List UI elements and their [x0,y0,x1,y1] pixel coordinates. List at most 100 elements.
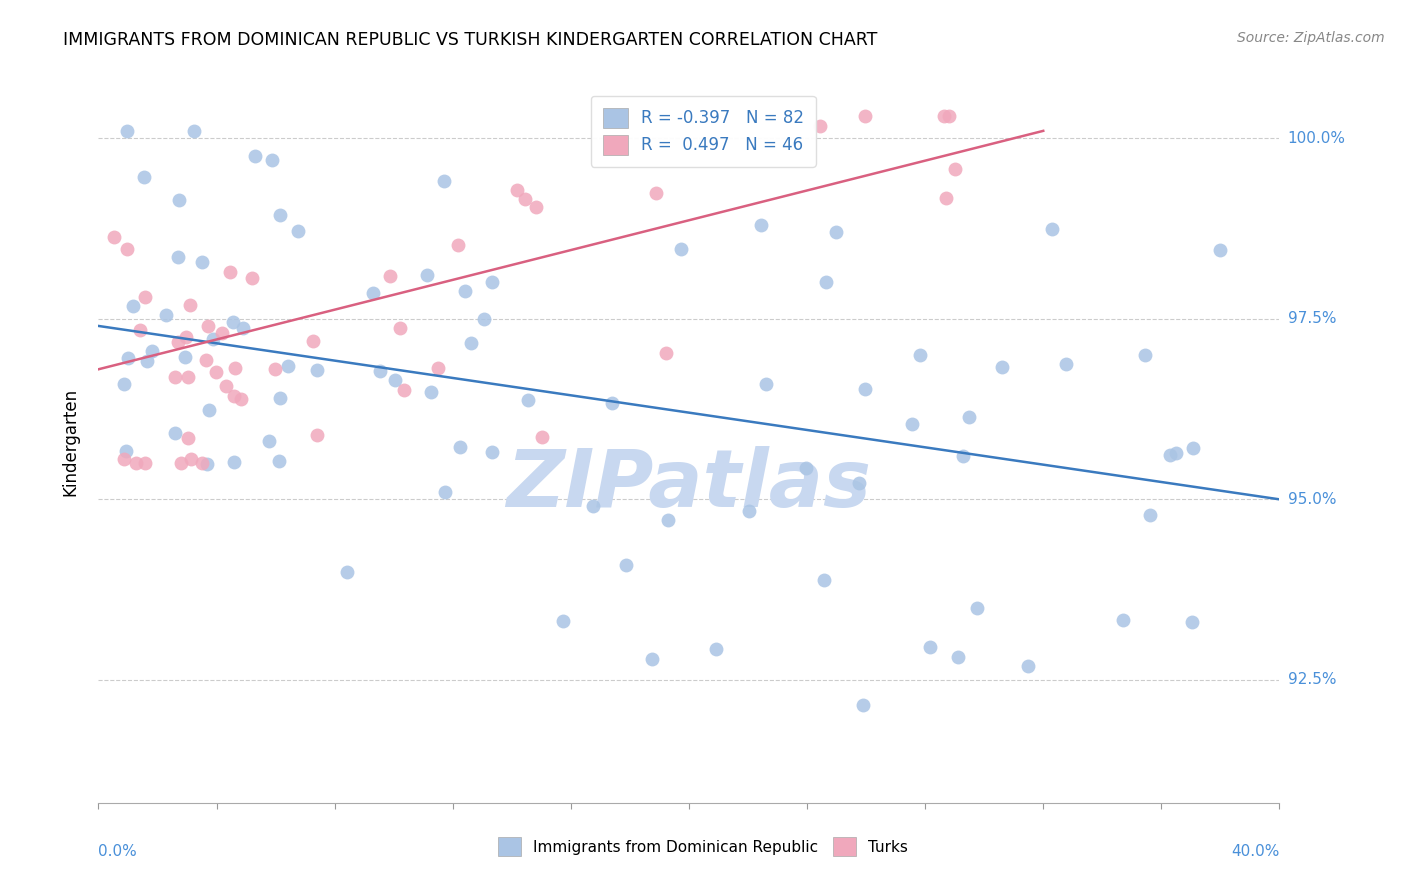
Point [640,652,662,666]
Point [447,237,470,252]
Point [370,364,392,378]
Text: 92.5%: 92.5% [1288,673,1336,688]
Point [1042,222,1064,236]
Point [1133,348,1156,362]
Point [135,354,157,368]
Point [197,318,219,333]
Point [224,361,246,376]
Point [103,230,125,244]
Point [657,513,679,527]
Point [749,219,772,233]
Point [551,615,574,629]
Point [202,332,225,346]
Point [129,323,152,337]
Point [935,191,957,205]
Point [852,698,875,713]
Point [1208,244,1230,258]
Point [943,162,966,177]
Point [825,225,848,239]
Point [1181,615,1204,629]
Point [167,250,190,264]
Point [946,650,969,665]
Point [737,503,759,517]
Point [232,320,254,334]
Point [796,461,818,475]
Point [378,269,401,284]
Point [481,276,503,290]
Text: Source: ZipAtlas.com: Source: ZipAtlas.com [1237,31,1385,45]
Point [427,361,450,376]
Point [645,186,668,200]
Point [952,449,974,463]
Point [361,286,384,301]
Text: ZIPatlas: ZIPatlas [506,446,872,524]
Text: 40.0%: 40.0% [1232,845,1279,860]
Point [957,410,980,425]
Point [808,119,831,133]
Point [134,456,156,470]
Y-axis label: Kindergarten: Kindergarten [62,387,80,496]
Point [481,444,503,458]
Point [614,558,637,572]
Point [918,640,941,655]
Point [132,170,155,185]
Point [384,373,406,387]
Point [416,268,439,282]
Point [260,153,283,167]
Point [155,308,177,322]
Point [277,359,299,373]
Point [112,376,135,391]
Point [1054,357,1077,371]
Point [966,601,988,615]
Point [1017,658,1039,673]
Point [394,383,416,397]
Point [194,353,217,368]
Legend: R = -0.397   N = 82, R =  0.497   N = 46: R = -0.397 N = 82, R = 0.497 N = 46 [591,95,815,167]
Point [934,109,956,123]
Point [264,361,287,376]
Point [231,392,253,407]
Point [115,242,138,256]
Text: 100.0%: 100.0% [1288,130,1346,145]
Point [205,365,228,379]
Point [117,124,139,138]
Point [938,109,960,123]
Point [853,382,876,396]
Point [177,431,200,445]
Text: 0.0%: 0.0% [98,845,138,860]
Point [112,451,135,466]
Point [1112,613,1135,627]
Point [240,271,263,285]
Point [267,454,290,468]
Point [222,455,245,469]
Point [195,457,218,471]
Point [813,573,835,587]
Point [600,396,623,410]
Point [174,350,197,364]
Point [449,440,471,454]
Point [848,476,870,491]
Point [908,348,931,362]
Text: IMMIGRANTS FROM DOMINICAN REPUBLIC VS TURKISH KINDERGARTEN CORRELATION CHART: IMMIGRANTS FROM DOMINICAN REPUBLIC VS TU… [63,31,877,49]
Point [531,430,554,444]
Point [222,315,245,329]
Point [167,193,190,207]
Point [305,363,328,377]
Point [269,391,291,405]
Point [513,192,536,206]
Point [336,566,359,580]
Text: 95.0%: 95.0% [1288,491,1336,507]
Point [176,370,198,384]
Point [582,500,605,514]
Point [1166,445,1188,459]
Point [506,183,529,197]
Point [302,334,325,349]
Legend: Immigrants from Dominican Republic, Turks: Immigrants from Dominican Republic, Turk… [492,831,914,862]
Point [420,384,443,399]
Point [1159,448,1181,462]
Point [1139,508,1161,522]
Point [755,376,778,391]
Point [704,642,727,657]
Point [814,275,837,289]
Point [655,345,678,359]
